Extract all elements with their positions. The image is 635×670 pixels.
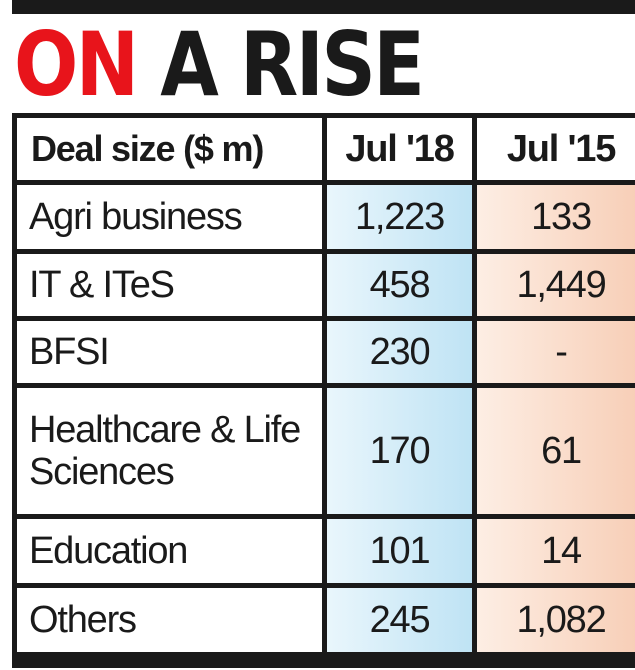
cell-jul15: 14 <box>477 519 635 583</box>
header-row: Deal size ($ m) Jul '18 Jul '15 <box>17 118 635 180</box>
cell-jul18: 458 <box>327 254 472 316</box>
cell-jul15: - <box>477 321 635 383</box>
table-row: IT & ITeS 458 1,449 <box>17 254 635 316</box>
deal-size-table: Deal size ($ m) Jul '18 Jul '15 Agri bus… <box>12 113 635 657</box>
table-row: Education 101 14 <box>17 519 635 583</box>
row-label: Healthcare & Life Sciences <box>17 388 322 514</box>
row-label: Agri business <box>17 185 322 249</box>
title-word-a-rise: A RISE <box>160 13 425 116</box>
row-label: BFSI <box>17 321 322 383</box>
cell-jul18: 245 <box>327 588 472 652</box>
header-deal-size: Deal size ($ m) <box>17 118 322 180</box>
header-jul-18: Jul '18 <box>327 118 472 180</box>
cell-jul15: 61 <box>477 388 635 514</box>
chart-title: ON A RISE <box>14 20 425 110</box>
cell-jul18: 101 <box>327 519 472 583</box>
top-rule <box>12 0 635 14</box>
table-row: BFSI 230 - <box>17 321 635 383</box>
cell-jul18: 230 <box>327 321 472 383</box>
row-label: Education <box>17 519 322 583</box>
row-label: Others <box>17 588 322 652</box>
table-row: Healthcare & Life Sciences 170 61 <box>17 388 635 514</box>
header-jul-15: Jul '15 <box>477 118 635 180</box>
cell-jul15: 1,449 <box>477 254 635 316</box>
cell-jul18: 170 <box>327 388 472 514</box>
cell-jul15: 1,082 <box>477 588 635 652</box>
title-word-on: ON <box>14 13 139 116</box>
table-row: Agri business 1,223 133 <box>17 185 635 249</box>
cell-jul15: 133 <box>477 185 635 249</box>
table-row: Others 245 1,082 <box>17 588 635 652</box>
cell-jul18: 1,223 <box>327 185 472 249</box>
row-label: IT & ITeS <box>17 254 322 316</box>
